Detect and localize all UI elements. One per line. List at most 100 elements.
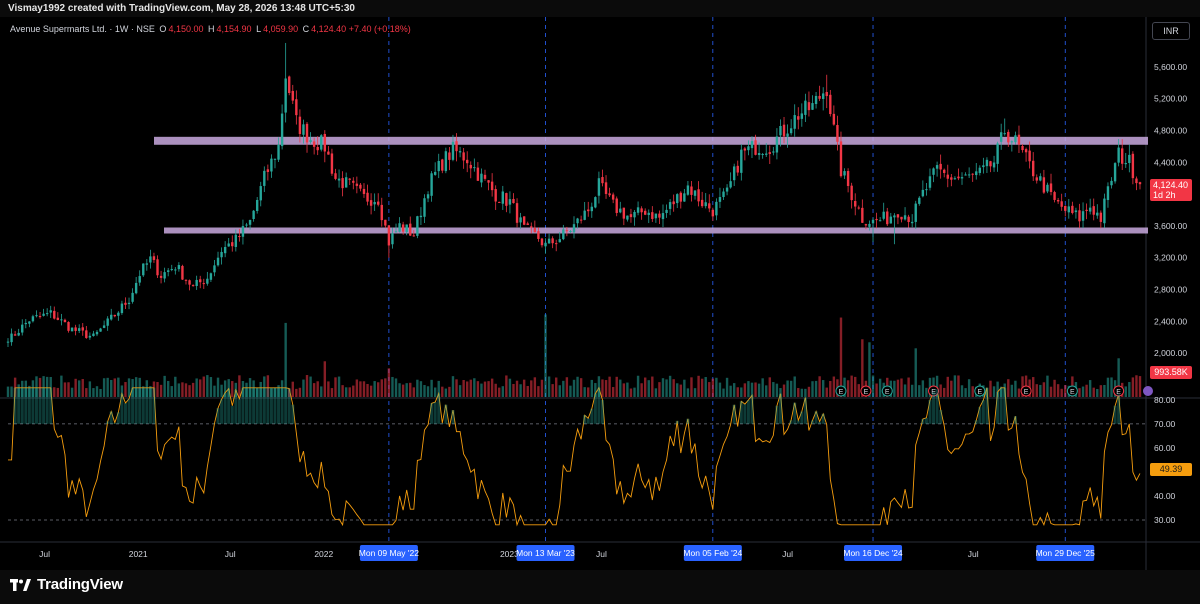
volume-bar: [961, 385, 963, 397]
volume-bar: [505, 375, 507, 397]
volume-bar: [918, 385, 920, 397]
rsi-overbought-fill: [430, 403, 433, 424]
candle-body: [370, 200, 372, 206]
brand[interactable]: TradingView: [10, 576, 123, 593]
volume-bar: [1011, 385, 1013, 397]
volume-bar: [487, 381, 489, 397]
rsi-overbought-fill: [14, 388, 17, 424]
candle-body: [462, 152, 464, 160]
volume-bar: [441, 387, 443, 397]
volume-bar: [950, 381, 952, 397]
volume-bar: [715, 378, 717, 397]
candle-body: [954, 178, 956, 179]
volume-bar: [306, 375, 308, 397]
volume-bar: [708, 382, 710, 397]
volume-bar: [783, 385, 785, 397]
volume-bar: [284, 323, 286, 397]
volume-bar: [53, 387, 55, 397]
volume-bar: [217, 378, 219, 397]
candle-body: [235, 235, 237, 247]
rsi-overbought-fill: [145, 388, 148, 424]
volume-bar: [811, 381, 813, 397]
volume-bar: [576, 377, 578, 397]
rsi-overbought-fill: [590, 409, 593, 424]
rsi-overbought-fill: [793, 403, 796, 424]
candle-body: [947, 175, 949, 179]
candle-body: [74, 327, 76, 331]
volume-bar: [701, 379, 703, 397]
candle-body: [911, 222, 913, 223]
candle-body: [1103, 199, 1105, 224]
volume-bar: [939, 384, 941, 397]
candle-body: [968, 174, 970, 175]
candle-body: [1053, 192, 1055, 200]
candle-body: [822, 93, 824, 99]
price-axis-tick: 4,400.00: [1154, 157, 1187, 167]
currency-button[interactable]: INR: [1152, 22, 1190, 40]
volume-bar: [356, 379, 358, 397]
candle-body: [67, 322, 69, 331]
volume-bar: [786, 380, 788, 397]
volume-bar: [527, 386, 529, 397]
candle-body: [139, 276, 141, 282]
candle-body: [434, 172, 436, 175]
volume-bar: [99, 389, 101, 397]
volume-bar: [1060, 389, 1062, 397]
rsi-overbought-fill: [1003, 388, 1006, 424]
candle-body: [761, 154, 763, 155]
volume-bar: [313, 383, 315, 397]
candle-body: [1089, 208, 1091, 212]
volume-bar: [74, 379, 76, 397]
candle-body: [423, 198, 425, 217]
volume-bar: [833, 377, 835, 397]
rsi-overbought-fill: [800, 412, 803, 424]
price-axis-tick: 3,600.00: [1154, 221, 1187, 231]
volume-bar: [573, 380, 575, 397]
volume-bar: [672, 379, 674, 397]
volume-bar: [477, 381, 479, 397]
candle-body: [576, 219, 578, 224]
volume-bar: [494, 384, 496, 397]
volume-bar: [705, 377, 707, 397]
candle-body: [1096, 213, 1098, 216]
candle-body: [117, 313, 119, 316]
candle-body: [1110, 181, 1112, 185]
open-label: O: [159, 24, 166, 34]
candle-body: [555, 243, 557, 244]
volume-bar: [381, 379, 383, 397]
candle-body: [794, 115, 796, 129]
candle-body: [263, 171, 265, 186]
volume-bar: [89, 381, 91, 397]
rsi-overbought-fill: [441, 423, 444, 424]
last-price-tag: 4,124.40 1d 2h: [1150, 179, 1192, 201]
candle-body: [42, 314, 44, 316]
candle-body: [957, 177, 959, 179]
chart-canvas[interactable]: 6,000.005,600.005,200.004,800.004,400.00…: [0, 17, 1200, 570]
rsi-overbought-fill: [1114, 406, 1117, 424]
candle-body: [206, 279, 208, 284]
volume-bar: [484, 382, 486, 397]
candle-body: [818, 96, 820, 99]
candle-body: [349, 179, 351, 180]
candle-body: [986, 160, 988, 166]
rsi-overbought-fill: [822, 414, 825, 424]
volume-bar: [587, 387, 589, 397]
time-axis-tick: Jul: [782, 549, 793, 559]
candle-body: [491, 182, 493, 191]
rsi-overbought-fill: [39, 388, 42, 424]
volume-bar: [911, 385, 913, 397]
volume-bar: [178, 383, 180, 397]
candle-body: [60, 319, 62, 320]
volume-bar: [665, 379, 667, 397]
candle-body: [256, 200, 258, 211]
candle-body: [1025, 149, 1027, 152]
candle-body: [900, 217, 902, 220]
symbol-name: Avenue Supermarts Ltd. · 1W · NSE: [10, 24, 155, 34]
brand-name: TradingView: [37, 576, 123, 593]
volume-bar: [299, 388, 301, 397]
candle-body: [299, 117, 301, 134]
rsi-axis-tick: 60.00: [1154, 443, 1176, 453]
rsi-overbought-fill: [128, 399, 131, 424]
earnings-event-label: E: [839, 389, 844, 396]
earnings-event-label: E: [864, 389, 869, 396]
